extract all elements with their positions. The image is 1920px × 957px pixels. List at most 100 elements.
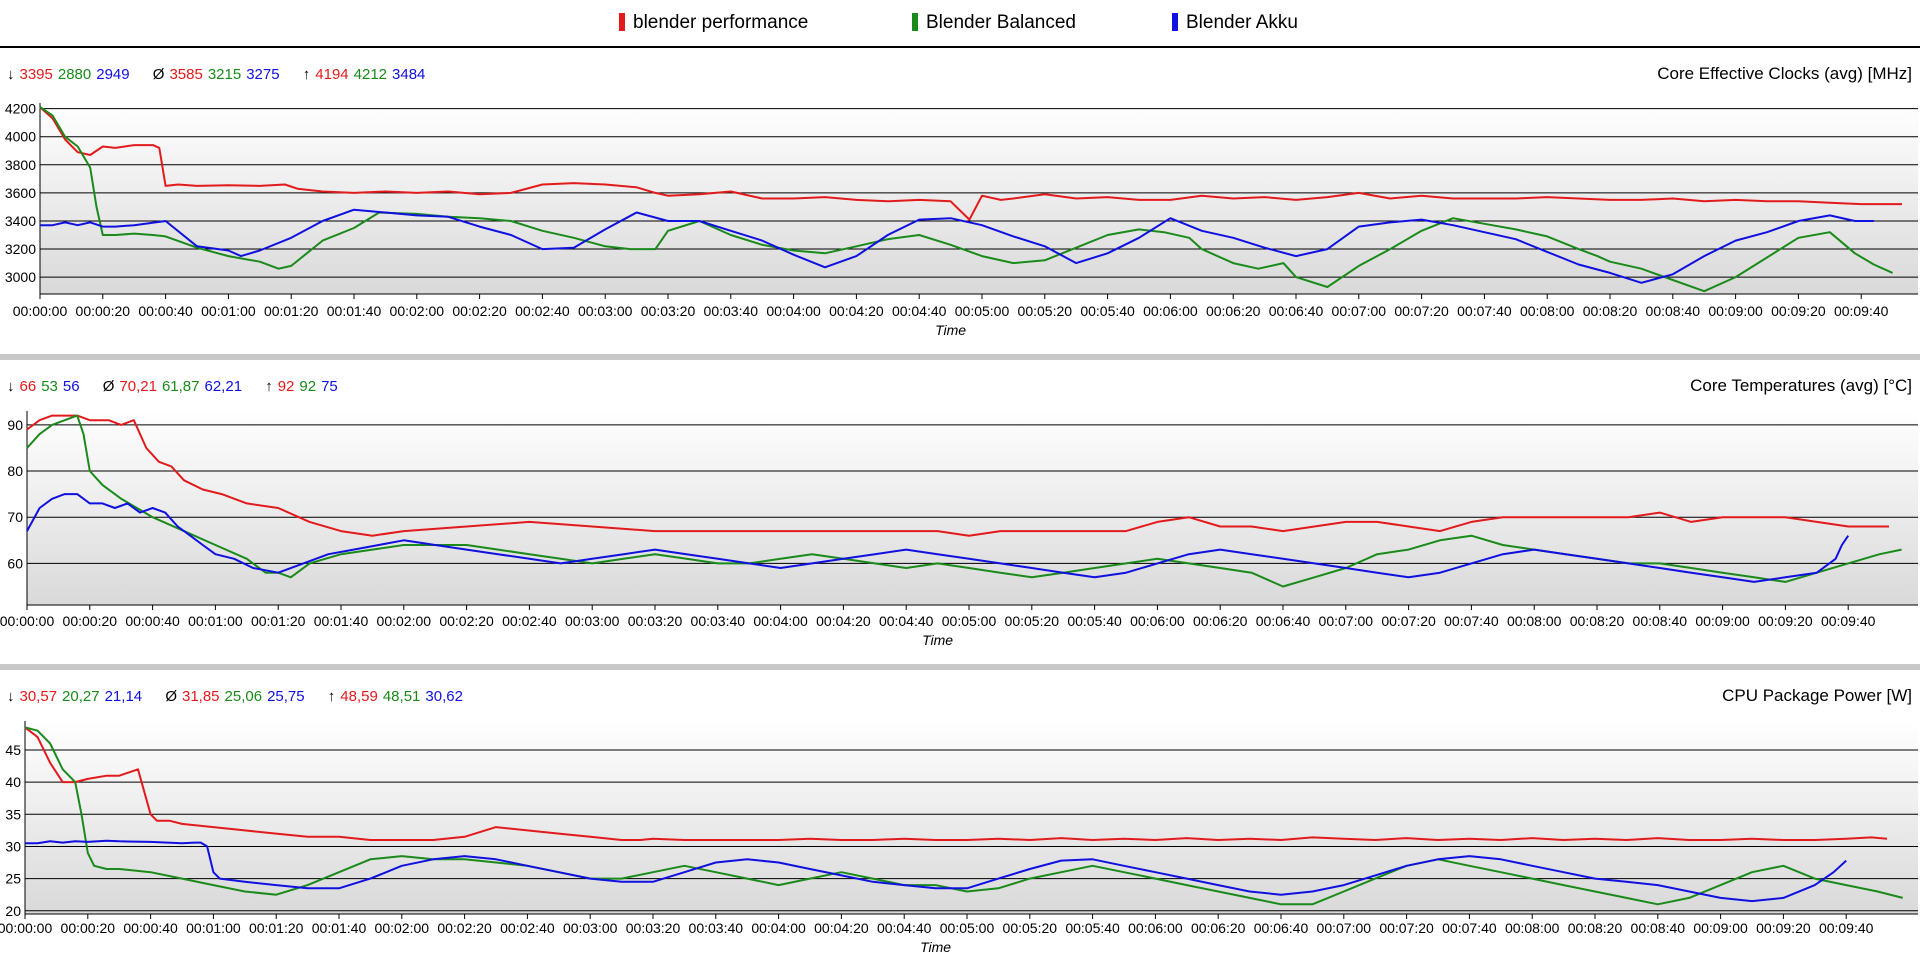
min-symbol: ↓	[7, 688, 15, 705]
stat-max-balanced: 92	[299, 378, 317, 395]
min-symbol: ↓	[7, 378, 15, 395]
stat-max-performance: 92	[277, 378, 295, 395]
x-axis-label: Time	[922, 632, 953, 648]
x-tick-label: 00:08:20	[1570, 613, 1625, 629]
plot-background	[40, 103, 1918, 294]
chart-panel-temperatures: ↓ 66 53 56 Ø 70,21 61,87 62,21 ↑ 92 92 75 Core Te…	[0, 360, 1920, 664]
x-tick-label: 00:09:40	[1819, 920, 1874, 936]
y-tick-label: 45	[5, 742, 21, 758]
x-tick-label: 00:02:40	[502, 613, 557, 629]
x-tick-label: 00:07:00	[1317, 920, 1372, 936]
x-tick-label: 00:09:00	[1695, 613, 1750, 629]
x-tick-label: 00:03:40	[689, 920, 744, 936]
legend-swatch-akku	[1172, 13, 1178, 31]
stat-min-balanced: 20,27	[62, 688, 100, 705]
line-chart-power: 20 25 30 35 40 45 00:00:00 00:00:20 00:00:40 00:0…	[0, 721, 1918, 955]
stats-row: ↓ 3395 2880 2949 Ø 3585 3215 3275 ↑ 4194 4212 348…	[7, 66, 430, 83]
x-tick-label: 00:04:00	[751, 920, 806, 936]
chart-panel-power: ↓ 30,57 20,27 21,14 Ø 31,85 25,06 25,75 ↑ 48,59…	[0, 670, 1920, 957]
y-tick-label: 3200	[5, 241, 36, 257]
stats-row: ↓ 66 53 56 Ø 70,21 61,87 62,21 ↑ 92 92 75	[7, 378, 343, 395]
stat-min-akku: 56	[62, 378, 80, 395]
stat-min-performance: 30,57	[19, 688, 58, 705]
x-tick-label: 00:03:40	[704, 303, 759, 319]
x-tick-label: 00:08:20	[1568, 920, 1623, 936]
chart-title: Core Effective Clocks (avg) [MHz]	[1657, 64, 1912, 83]
x-tick-label: 00:00:40	[138, 303, 193, 319]
y-tick-label: 20	[5, 903, 21, 919]
x-tick-label: 00:05:40	[1067, 613, 1122, 629]
legend-bar: blender performance Blender Balanced Ble…	[0, 0, 1920, 48]
x-tick-label: 00:08:00	[1505, 920, 1560, 936]
series-line-1	[26, 414, 1889, 537]
stat-min-performance: 3395	[19, 66, 53, 83]
x-tick-label: 00:00:20	[63, 613, 118, 629]
x-tick-label: 00:07:40	[1457, 303, 1512, 319]
series-line-3	[25, 839, 1847, 903]
series-line-1	[39, 106, 1902, 221]
x-tick-label: 00:05:00	[942, 613, 997, 629]
x-tick-label: 00:07:20	[1381, 613, 1436, 629]
x-tick-label: 00:02:20	[452, 303, 507, 319]
x-tick-label: 00:09:20	[1756, 920, 1811, 936]
stat-avg-balanced: 61,87	[161, 378, 200, 395]
stat-min-balanced: 53	[41, 378, 58, 395]
x-tick-label: 00:02:40	[500, 920, 555, 936]
x-tick-label: 00:01:40	[327, 303, 382, 319]
x-tick-label: 00:04:40	[877, 920, 932, 936]
legend-label: blender performance	[633, 12, 809, 33]
x-tick-label: 00:00:20	[76, 303, 131, 319]
series-line-3	[26, 493, 1850, 583]
series-line-2	[39, 106, 1894, 293]
x-tick-label: 00:06:20	[1191, 920, 1246, 936]
y-tick-label: 60	[7, 555, 23, 571]
x-tick-label: 00:08:00	[1507, 613, 1562, 629]
x-axis-label: Time	[935, 322, 966, 338]
stat-avg-balanced: 25,06	[224, 688, 263, 705]
x-tick-label: 00:03:20	[628, 613, 683, 629]
y-tick-label: 90	[7, 417, 23, 433]
legend-item-akku[interactable]: Blender Akku	[1172, 12, 1298, 34]
series-line-3	[40, 208, 1874, 284]
x-tick-label: 00:05:20	[1003, 920, 1058, 936]
x-tick-label: 00:05:00	[955, 303, 1010, 319]
stat-min-performance: 66	[19, 378, 37, 395]
stat-max-performance: 4194	[315, 66, 349, 83]
stat-max-balanced: 4212	[353, 66, 388, 83]
x-tick-label: 00:04:20	[814, 920, 869, 936]
x-tick-label: 00:07:20	[1379, 920, 1434, 936]
x-tick-label: 00:00:00	[13, 303, 68, 319]
series-line-2	[24, 726, 1903, 906]
x-tick-label: 00:04:20	[816, 613, 871, 629]
x-tick-label: 00:06:00	[1128, 920, 1183, 936]
stat-avg-balanced: 3215	[207, 66, 242, 83]
x-tick-label: 00:07:00	[1319, 613, 1374, 629]
x-tick-label: 00:01:00	[188, 613, 243, 629]
stat-max-balanced: 48,51	[382, 688, 421, 705]
legend-item-balanced[interactable]: Blender Balanced	[912, 12, 1076, 34]
x-tick-label: 00:08:00	[1520, 303, 1575, 319]
x-tick-label: 00:05:20	[1018, 303, 1073, 319]
x-tick-label: 00:06:20	[1193, 613, 1248, 629]
x-tick-label: 00:08:40	[1646, 303, 1701, 319]
stat-avg-akku: 62,21	[204, 378, 243, 395]
legend-item-performance[interactable]: blender performance	[619, 12, 808, 34]
x-tick-label: 00:09:00	[1693, 920, 1748, 936]
series-line-1	[24, 726, 1888, 841]
x-tick-label: 00:06:40	[1269, 303, 1324, 319]
legend-swatch-performance	[619, 13, 625, 31]
x-tick-label: 00:02:20	[437, 920, 492, 936]
x-tick-label: 00:00:20	[61, 920, 116, 936]
x-tick-label: 00:02:00	[390, 303, 445, 319]
stat-min-balanced: 2880	[57, 66, 92, 83]
x-tick-label: 00:01:20	[251, 613, 306, 629]
panel-divider	[0, 354, 1920, 360]
x-tick-label: 00:00:40	[123, 920, 178, 936]
line-chart-temperatures: 60 70 80 90 00:00:00 00:00:20 00:00:40 00:01:00…	[0, 411, 1918, 648]
x-tick-label: 00:01:00	[201, 303, 256, 319]
stat-avg-akku: 25,75	[267, 688, 305, 705]
x-tick-label: 00:02:20	[439, 613, 494, 629]
x-tick-label: 00:05:40	[1065, 920, 1120, 936]
stat-max-akku: 75	[321, 378, 338, 395]
y-tick-label: 70	[7, 509, 23, 525]
